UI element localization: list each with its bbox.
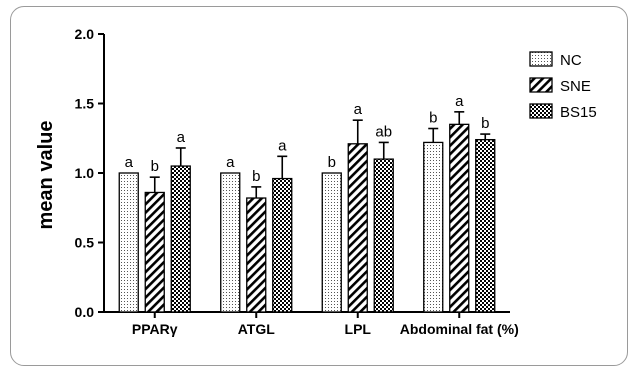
bar-nc <box>118 172 139 313</box>
legend-swatch-bs15 <box>529 103 553 119</box>
bar-nc <box>423 141 444 313</box>
significance-label: a <box>226 154 235 171</box>
significance-label: b <box>151 158 159 175</box>
bar-sne <box>144 191 165 313</box>
bar-bs15 <box>272 177 293 313</box>
significance-label: b <box>481 115 489 132</box>
significance-label: a <box>455 93 464 110</box>
bar-bs15 <box>475 138 496 313</box>
bar-chart: 0.0 0.5 1.0 1.5 2.0 PPARγ ATGL LPL Abdominal fat… <box>35 26 597 337</box>
legend: NC SNE BS15 <box>529 51 597 121</box>
y-tick-label: 2.0 <box>75 26 95 42</box>
category-label: LPL <box>345 321 372 337</box>
y-tick-label: 1.5 <box>75 96 95 112</box>
y-tick-label: 1.0 <box>75 165 95 181</box>
y-tick-label: 0.5 <box>75 235 95 251</box>
significance-label: b <box>328 154 336 171</box>
significance-label: b <box>429 110 437 127</box>
category-label: ATGL <box>238 321 276 337</box>
significance-label: a <box>354 101 363 118</box>
category-label: PPARγ <box>132 321 178 337</box>
significance-label: ab <box>375 123 392 140</box>
category-label: Abdominal fat (%) <box>400 321 519 337</box>
legend-label-sne: SNE <box>560 78 591 95</box>
significance-label: a <box>177 129 186 146</box>
significance-label: a <box>278 137 287 154</box>
bar-sne <box>449 123 470 313</box>
significance-label: a <box>125 154 134 171</box>
legend-label-nc: NC <box>560 52 582 69</box>
bar-bs15 <box>170 165 191 313</box>
significance-label: b <box>252 168 260 185</box>
axes: 0.0 0.5 1.0 1.5 2.0 PPARγ ATGL LPL Abdominal fat… <box>75 26 519 337</box>
bar-nc <box>220 172 241 313</box>
legend-swatch-nc <box>529 51 553 67</box>
y-tick-label: 0.0 <box>75 304 95 320</box>
legend-swatch-sne <box>529 77 553 93</box>
bar-bs15 <box>373 158 394 313</box>
bar-sne <box>246 197 267 313</box>
y-axis-label: mean value <box>35 121 57 230</box>
legend-label-bs15: BS15 <box>560 104 597 121</box>
bar-nc <box>321 172 342 313</box>
bar-sne <box>347 143 368 313</box>
